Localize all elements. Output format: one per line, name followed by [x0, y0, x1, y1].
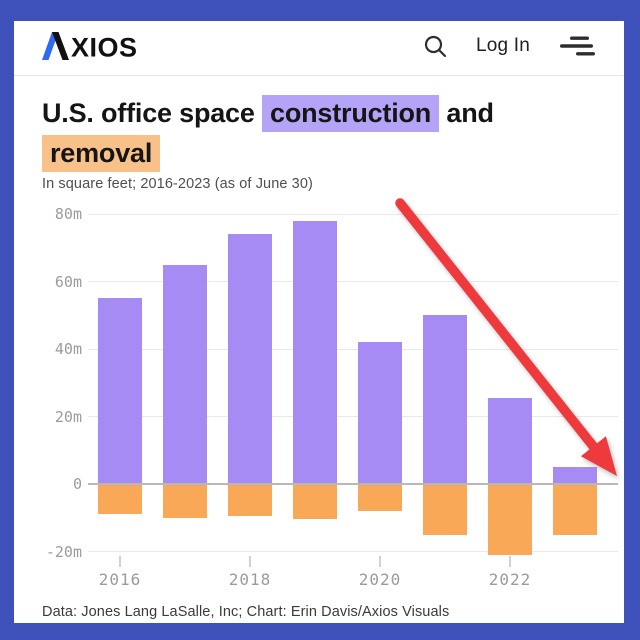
gridline [88, 551, 618, 552]
bar-removal-2017 [163, 484, 207, 518]
title-text: U.S. office space [42, 98, 255, 128]
bar-removal-2022 [488, 484, 532, 555]
site-header: XIOS Log In [14, 21, 624, 76]
gridline [88, 281, 618, 282]
source-credit: Data: Jones Lang LaSalle, Inc; Chart: Er… [42, 604, 450, 620]
bar-removal-2023 [553, 484, 597, 535]
title-highlight-removal: removal [42, 135, 161, 172]
zero-line [88, 482, 618, 486]
y-axis-label: 40m [54, 340, 82, 358]
menu-icon [560, 36, 595, 56]
axios-logo[interactable]: XIOS [42, 32, 142, 60]
bar-construction-2021 [423, 315, 467, 484]
x-axis-tick [509, 556, 511, 567]
bar-construction-2019 [293, 220, 337, 484]
title-connector: and [446, 98, 494, 128]
page-title: U.S. office space construction and remov… [42, 93, 602, 173]
bar-construction-2016 [98, 298, 142, 484]
title-line-1: U.S. office space construction and [42, 93, 602, 133]
x-axis-tick [379, 556, 381, 567]
bar-construction-2017 [163, 264, 207, 484]
chart-subtitle: In square feet; 2016-2023 (as of June 30… [42, 176, 313, 192]
search-button[interactable] [423, 34, 448, 59]
bar-removal-2021 [423, 484, 467, 535]
y-axis-label: 80m [54, 205, 82, 223]
x-axis-tick [119, 556, 121, 567]
x-axis-label: 2018 [228, 570, 272, 589]
bar-removal-2020 [358, 484, 402, 511]
svg-text:XIOS: XIOS [71, 33, 138, 61]
article-page: XIOS Log In U.S. office spa [14, 21, 624, 623]
bar-removal-2019 [293, 484, 337, 520]
y-axis-label: 20m [54, 407, 82, 426]
bar-removal-2018 [228, 484, 272, 517]
menu-button[interactable] [558, 35, 598, 57]
login-button[interactable]: Log In [475, 35, 530, 56]
y-axis-label: 0 [72, 475, 82, 493]
bar-construction-2023 [553, 467, 597, 484]
x-axis-label: 2016 [98, 570, 142, 589]
bar-removal-2016 [98, 484, 142, 515]
axios-logo-icon: XIOS [42, 32, 138, 61]
bar-construction-2022 [488, 397, 532, 484]
y-axis-label: -20m [45, 542, 82, 561]
gridline [88, 348, 618, 350]
title-highlight-construction: construction [262, 95, 440, 132]
y-axis-label: 60m [54, 272, 82, 291]
bar-construction-2020 [358, 342, 402, 484]
gridline [88, 213, 618, 215]
gridline [88, 416, 618, 417]
header-actions: Log In [423, 34, 598, 59]
x-axis-tick [249, 556, 251, 567]
bar-construction-2018 [228, 234, 272, 484]
chart-canvas: 80m 60m 40m 20m 0 -20m 2016 2018 2020 2022 [14, 21, 624, 623]
title-line-2: removal [42, 133, 602, 173]
search-icon [424, 35, 447, 57]
x-axis-label: 2020 [358, 570, 402, 589]
x-axis-label: 2022 [488, 570, 532, 589]
